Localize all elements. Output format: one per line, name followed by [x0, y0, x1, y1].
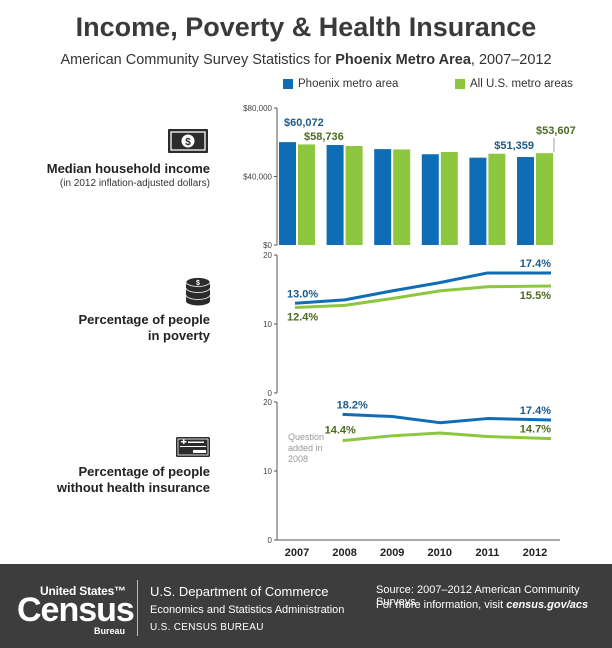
income-label-sub: (in 2012 inflation-adjusted dollars): [59, 178, 210, 189]
dept-line-2: Economics and Statistics Administration: [150, 604, 345, 616]
panel-1-tick-label-1: 10: [263, 320, 272, 329]
line-phoenix-panel-2: [342, 412, 552, 425]
svg-text:$: $: [196, 280, 200, 287]
panel-0-tick-label-2: $80,000: [243, 104, 272, 113]
label-income-phoenix-first: $60,072: [284, 117, 324, 129]
line-us-panel-2: [342, 431, 552, 443]
annotation-question-added-2: 2008: [288, 454, 308, 464]
bar-phoenix-2011: [469, 157, 487, 245]
legend-swatch-us: [455, 79, 465, 89]
panel-2-tick-label-0: 0: [268, 536, 273, 545]
logo-top-text: United States™: [40, 584, 126, 598]
dollar-bill-icon: $: [168, 129, 208, 153]
poverty-label-line2: in poverty: [147, 328, 210, 343]
x-tick-label-2012: 2012: [523, 547, 547, 559]
x-tick-label-2009: 2009: [380, 547, 404, 559]
income-label: Median household income (in 2012 inflati…: [47, 161, 210, 190]
label-poverty-us-first: 12.4%: [287, 311, 318, 323]
label-income-phoenix-last: $51,359: [494, 140, 534, 152]
panel-0-tick-label-1: $40,000: [243, 173, 272, 182]
bar-us-2007: [298, 144, 315, 245]
label-poverty-phoenix-first: 13.0%: [287, 288, 318, 300]
page-title: Income, Poverty & Health Insurance: [75, 12, 537, 42]
annotation-question-added-1: added in: [288, 443, 323, 453]
bar-phoenix-2008: [326, 144, 344, 245]
panel-2-tick-label-1: 10: [263, 467, 272, 476]
coin-stack-icon: $: [185, 277, 211, 306]
x-tick-label-2010: 2010: [428, 547, 452, 559]
chart-area: $0$40,000$80,0000102001020$60,072$58,736…: [243, 104, 576, 559]
insurance-label-line2: without health insurance: [56, 480, 210, 495]
footer-divider: [137, 580, 138, 636]
legend-phoenix: Phoenix metro area: [283, 78, 398, 90]
bar-us-2010: [440, 152, 458, 245]
logo-sub-text: Bureau: [94, 626, 126, 636]
label-insurance-phoenix-last: 17.4%: [520, 405, 551, 417]
poverty-label: Percentage of people in poverty: [79, 312, 210, 344]
bar-phoenix-2007: [279, 142, 296, 245]
poverty-label-line1: Percentage of people: [78, 312, 210, 327]
bar-phoenix-2010: [421, 154, 439, 245]
legend-us: All U.S. metro areas: [455, 78, 573, 90]
legend-label-us: All U.S. metro areas: [470, 78, 573, 90]
subtitle-suffix: , 2007–2012: [470, 52, 552, 68]
subtitle-region: Phoenix Metro Area: [335, 52, 471, 68]
legend-label-phoenix: Phoenix metro area: [298, 78, 399, 90]
subtitle-prefix: American Community Survey Statistics for: [60, 52, 336, 68]
label-income-us-last: $53,607: [536, 125, 576, 137]
line-phoenix-panel-1: [294, 271, 551, 305]
label-insurance-us-first: 14.4%: [325, 425, 356, 437]
source-line-1: Source: 2007–2012 American Community Sur…: [376, 584, 580, 608]
label-insurance-phoenix-first: 18.2%: [337, 399, 368, 411]
insurance-label: Percentage of people without health insu…: [57, 464, 210, 496]
source-line-2: For more information, visit census.gov/a…: [376, 599, 588, 611]
bar-phoenix-2012: [517, 157, 534, 245]
label-income-us-first: $58,736: [304, 131, 344, 143]
x-tick-label-2008: 2008: [332, 547, 356, 559]
panel-0-tick-label-0: $0: [263, 241, 272, 250]
panel-1-tick-label-2: 20: [263, 251, 272, 260]
bar-us-2008: [345, 146, 363, 245]
acs-link[interactable]: census.gov/acs: [506, 599, 589, 611]
insurance-card-icon: [176, 437, 210, 457]
census-logo: Census: [17, 591, 135, 629]
dept-line-1: U.S. Department of Commerce: [150, 584, 329, 599]
source-line-2-prefix: For more information, visit: [376, 599, 507, 611]
annotation-question-added-0: Question: [288, 432, 324, 442]
panel-2-tick-label-2: 20: [263, 398, 272, 407]
bar-us-2009: [393, 149, 411, 245]
label-poverty-us-last: 15.5%: [520, 290, 551, 302]
insurance-label-line1: Percentage of people: [78, 464, 210, 479]
label-insurance-us-last: 14.7%: [520, 424, 551, 436]
legend-swatch-phoenix: [283, 79, 293, 89]
x-tick-label-2011: 2011: [475, 547, 499, 559]
bar-us-2011: [488, 153, 506, 245]
footer: United States™ Census Bureau U.S. Depart…: [0, 564, 612, 648]
line-us-panel-1: [294, 284, 552, 309]
bar-us-2012: [536, 153, 553, 245]
label-poverty-phoenix-last: 17.4%: [520, 258, 551, 270]
bar-phoenix-2009: [374, 149, 392, 245]
page-subtitle: American Community Survey Statistics for…: [0, 52, 612, 68]
panel-1-tick-label-0: 0: [268, 389, 273, 398]
x-tick-label-2007: 2007: [285, 547, 309, 559]
income-label-main: Median household income: [46, 161, 210, 176]
dept-line-3: U.S. CENSUS BUREAU: [150, 622, 264, 633]
svg-text:$: $: [185, 137, 191, 148]
